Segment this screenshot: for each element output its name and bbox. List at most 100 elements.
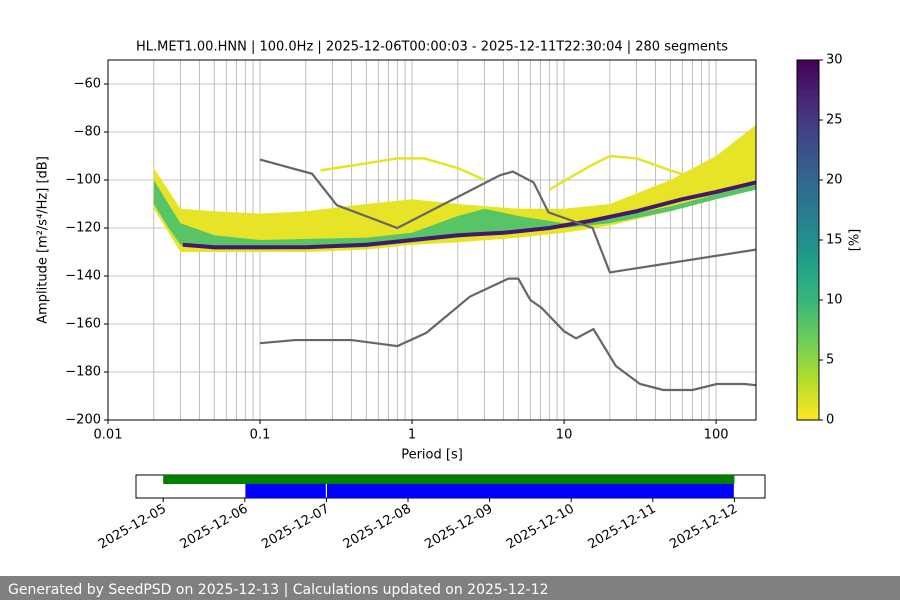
colorbar-segment xyxy=(797,168,819,175)
colorbar-segment xyxy=(797,78,819,85)
timeline-tick-label: 2025-12-05 xyxy=(96,502,169,553)
colorbar-tick-label: 10 xyxy=(826,293,843,308)
colorbar-segment xyxy=(797,306,819,313)
colorbar-segment xyxy=(797,372,819,379)
footer-text: Generated by SeedPSD on 2025-12-13 | Cal… xyxy=(8,582,549,598)
colorbar-segment xyxy=(797,354,819,361)
colorbar-segment xyxy=(797,180,819,187)
colorbar-segment xyxy=(797,414,819,421)
x-tick-label: 10 xyxy=(556,428,573,443)
colorbar-segment xyxy=(797,408,819,415)
colorbar-segment xyxy=(797,234,819,241)
colorbar-segment xyxy=(797,240,819,247)
colorbar-segment xyxy=(797,120,819,127)
timeline-tick-label: 2025-12-07 xyxy=(259,502,332,553)
timeline-tick-label: 2025-12-08 xyxy=(341,502,414,553)
colorbar-segment xyxy=(797,246,819,253)
colorbar-segment xyxy=(797,150,819,157)
colorbar-segment xyxy=(797,378,819,385)
colorbar-segment xyxy=(797,258,819,265)
colorbar-segment xyxy=(797,204,819,211)
colorbar-segment xyxy=(797,264,819,271)
colorbar-segment xyxy=(797,342,819,349)
footer-bar xyxy=(0,576,900,600)
colorbar-segment xyxy=(797,300,819,307)
timeline-bar xyxy=(327,484,734,498)
colorbar-segment xyxy=(797,348,819,355)
colorbar-segment xyxy=(797,102,819,109)
colorbar-segment xyxy=(797,126,819,133)
colorbar-segment xyxy=(797,222,819,229)
timeline-tick-label: 2025-12-09 xyxy=(422,502,495,553)
colorbar-segment xyxy=(797,162,819,169)
colorbar-segment xyxy=(797,132,819,139)
colorbar-segment xyxy=(797,228,819,235)
colorbar-segment xyxy=(797,282,819,289)
timeline-tick-label: 2025-12-11 xyxy=(586,502,659,553)
colorbar-segment xyxy=(797,366,819,373)
colorbar-segment xyxy=(797,330,819,337)
colorbar-segment xyxy=(797,84,819,91)
timeline-bar xyxy=(163,475,735,484)
colorbar-segment xyxy=(797,60,819,67)
colorbar-segment xyxy=(797,360,819,367)
colorbar-tick-label: 25 xyxy=(826,113,843,128)
colorbar-segment xyxy=(797,336,819,343)
colorbar-segment xyxy=(797,312,819,319)
colorbar-segment xyxy=(797,114,819,121)
timeline-bar xyxy=(245,484,326,498)
colorbar-segment xyxy=(797,216,819,223)
colorbar-segment xyxy=(797,276,819,283)
colorbar-segment xyxy=(797,174,819,181)
y-tick-label: −140 xyxy=(65,269,101,284)
y-tick-label: −120 xyxy=(65,221,101,236)
colorbar-label: [%] xyxy=(848,229,863,252)
chart-title: HL.MET1.00.HNN | 100.0Hz | 2025-12-06T00… xyxy=(136,40,728,55)
colorbar-segment xyxy=(797,390,819,397)
colorbar-segment xyxy=(797,156,819,163)
colorbar-segment xyxy=(797,138,819,145)
colorbar-segment xyxy=(797,186,819,193)
colorbar-tick-label: 0 xyxy=(826,413,834,428)
axes-frame xyxy=(107,59,757,421)
colorbar-segment xyxy=(797,210,819,217)
colorbar-segment xyxy=(797,96,819,103)
plot-area xyxy=(108,60,756,420)
colorbar-segment xyxy=(797,294,819,301)
x-axis-label: Period [s] xyxy=(401,448,463,463)
colorbar-tick-label: 20 xyxy=(826,173,843,188)
x-tick-label: 0.01 xyxy=(94,428,123,443)
colorbar-tick-label: 5 xyxy=(826,353,834,368)
colorbar-segment xyxy=(797,66,819,73)
colorbar-segment xyxy=(797,384,819,391)
colorbar-segment xyxy=(797,288,819,295)
y-tick-label: −160 xyxy=(65,317,101,332)
noise-model-line xyxy=(259,277,756,392)
colorbar-tick-label: 30 xyxy=(826,53,843,68)
timeline-tick-label: 2025-12-06 xyxy=(178,502,251,553)
colorbar-segment xyxy=(797,90,819,97)
y-axis-label: Amplitude [m²/s⁴/Hz] [dB] xyxy=(36,156,51,324)
y-tick-label: −200 xyxy=(65,413,101,428)
colorbar-segment xyxy=(797,72,819,79)
colorbar-segment xyxy=(797,324,819,331)
noise-model-line xyxy=(259,158,756,274)
y-tick-label: −80 xyxy=(74,125,101,140)
y-tick-label: −180 xyxy=(65,365,101,380)
colorbar-segment xyxy=(797,192,819,199)
x-tick-label: 0.1 xyxy=(250,428,271,443)
colorbar-segment xyxy=(797,396,819,403)
timeline-tick-label: 2025-12-12 xyxy=(667,502,740,553)
y-tick-label: −60 xyxy=(74,77,101,92)
y-tick-label: −100 xyxy=(65,173,101,188)
colorbar-segment xyxy=(797,198,819,205)
colorbar-segment xyxy=(797,252,819,259)
colorbar-segment xyxy=(797,402,819,409)
colorbar-segment xyxy=(797,108,819,115)
density-trace xyxy=(320,157,486,182)
colorbar-segment xyxy=(797,144,819,151)
timeline-tick-label: 2025-12-10 xyxy=(504,502,577,553)
x-tick-label: 1 xyxy=(408,428,416,443)
